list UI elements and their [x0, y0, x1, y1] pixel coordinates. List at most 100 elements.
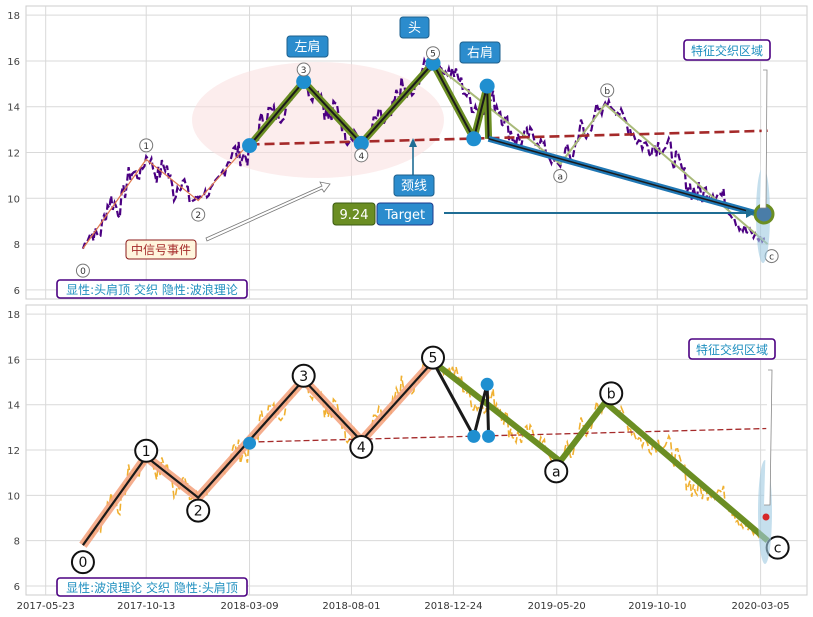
bottom-wave-label-circle — [70, 550, 95, 575]
x-tick-label: 2020-03-05 — [732, 601, 790, 612]
wave-label-circle — [139, 138, 154, 153]
bottom-wave-label: 5 — [429, 351, 438, 367]
bottom-wave-label: 4 — [357, 440, 366, 456]
neckline-callout: 颈线 — [393, 174, 435, 197]
wave-label-circle — [553, 168, 568, 183]
head-callout: 头 — [399, 16, 430, 39]
bottom-wave-label: a — [552, 464, 561, 480]
bottom-wave-labels: 0 1 2 3 4 5 a b c — [70, 345, 790, 575]
bottom-wave-label-circle — [421, 345, 446, 370]
signal-event-label: 中信号事件 — [131, 242, 191, 257]
x-tick-label: 2017-05-23 — [17, 601, 75, 612]
right-shoulder-label: 右肩 — [467, 45, 493, 61]
wave-label: 4 — [358, 152, 364, 162]
wave-label-circle — [75, 263, 90, 278]
y-tick-label: 10 — [7, 194, 20, 205]
wave-label: 0 — [80, 267, 86, 277]
x-tick-label: 2018-12-24 — [424, 601, 482, 612]
y-tick-label: 12 — [7, 446, 20, 457]
bottom-wave-label: b — [607, 386, 616, 402]
wave-label: 3 — [301, 66, 307, 76]
bottom-feature-zone-callout: 特征交织区域 — [688, 338, 776, 360]
wave-label-circle — [191, 207, 206, 222]
bottom-neckline — [249, 427, 768, 443]
signal-event-callout: 中信号事件 — [125, 239, 197, 260]
x-tick-label: 2017-10-13 — [117, 601, 175, 612]
y-tick-label: 16 — [7, 355, 20, 366]
top-legend-label: 显性:头肩顶 交织 隐性:波浪理论 — [66, 282, 238, 297]
target-value-label: 9.24 — [340, 208, 369, 223]
hs-point-marker — [353, 135, 369, 151]
y-tick-label: 6 — [14, 286, 20, 297]
bottom-wave-label-circle — [599, 381, 624, 406]
top-feature-zone-callout: 特征交织区域 — [683, 39, 771, 61]
bottom-wave-label: 0 — [78, 555, 87, 571]
bottom-gridlines — [26, 305, 807, 595]
y-tick-label: 14 — [7, 103, 20, 114]
hs-point-marker — [296, 74, 312, 90]
signal-event-arrow — [205, 181, 331, 242]
hs-point-marker — [242, 138, 258, 154]
bottom-wave-label: c — [774, 541, 782, 557]
bottom-head-shoulders-points — [243, 377, 496, 450]
head-label: 头 — [408, 21, 421, 36]
left-shoulder-label: 左肩 — [294, 39, 320, 55]
y-tick-label: 14 — [7, 401, 20, 412]
right-shoulder-callout: 右肩 — [459, 41, 501, 64]
top-y-tick-labels: 6 8 10 12 14 16 18 — [7, 11, 20, 297]
bottom-wave-label-circle — [186, 498, 211, 523]
top-legend-callout: 显性:头肩顶 交织 隐性:波浪理论 — [56, 279, 248, 299]
y-tick-label: 8 — [14, 240, 20, 251]
wave-label: 5 — [430, 50, 436, 60]
y-tick-label: 16 — [7, 57, 20, 68]
neckline-label: 颈线 — [401, 179, 427, 194]
bottom-wave-label-circle — [349, 434, 374, 459]
wave-label: 2 — [195, 211, 201, 221]
bottom-wave-label: 2 — [194, 504, 203, 520]
top-zone-pointer — [760, 69, 768, 209]
wave-label: c — [769, 253, 774, 263]
x-tick-label: 2018-03-09 — [220, 601, 278, 612]
top-neckline — [249, 129, 768, 146]
wave-label-circle — [600, 83, 615, 98]
hs-point-marker — [479, 78, 495, 94]
wave-label-circle — [354, 148, 369, 163]
wave-label-circle — [426, 46, 441, 61]
x-tick-label: 2019-05-20 — [528, 601, 586, 612]
hs-point-marker — [466, 131, 482, 147]
hs-point-marker — [425, 55, 441, 71]
bottom-head-shoulders — [431, 360, 491, 438]
y-tick-label: 18 — [7, 310, 20, 321]
neckline-arrow-head — [409, 138, 417, 147]
bottom-wave-label-circle — [544, 459, 569, 484]
wave-label: b — [604, 87, 610, 97]
target-arrow-head — [746, 208, 755, 218]
bottom-zone-pointer — [764, 369, 773, 506]
left-shoulder-callout: 左肩 — [286, 35, 329, 58]
bottom-end-marker — [762, 513, 770, 521]
top-wave-line — [432, 62, 769, 245]
top-feature-zone-label: 特征交织区域 — [691, 43, 763, 58]
bottom-legend-label: 显性:波浪理论 交织 隐性:头肩顶 — [66, 580, 238, 595]
bottom-legend-callout: 显性:波浪理论 交织 隐性:头肩顶 — [56, 577, 248, 597]
target-label: Target — [384, 208, 425, 223]
x-tick-label: 2019-10-10 — [628, 601, 686, 612]
wave-label: 1 — [143, 142, 149, 152]
y-tick-label: 6 — [14, 582, 20, 593]
top-price-series — [81, 56, 767, 250]
head-shoulders-points — [242, 55, 495, 154]
bottom-feature-zone-label: 特征交织区域 — [696, 342, 768, 357]
y-tick-label: 18 — [7, 11, 20, 22]
bottom-hs-marker — [243, 436, 257, 450]
bottom-hs-marker — [480, 377, 494, 391]
target-callout: Target — [376, 202, 434, 226]
pattern-highlight-zone — [192, 62, 444, 178]
y-tick-label: 8 — [14, 537, 20, 548]
bottom-correction-wave — [431, 359, 770, 543]
bottom-y-tick-labels: 6 8 10 12 14 16 18 — [7, 310, 20, 593]
bottom-x-tick-labels: 2017-05-23 2017-10-13 2018-03-09 2018-08-01… — [17, 601, 790, 612]
bottom-wave-label-circle — [134, 438, 159, 463]
